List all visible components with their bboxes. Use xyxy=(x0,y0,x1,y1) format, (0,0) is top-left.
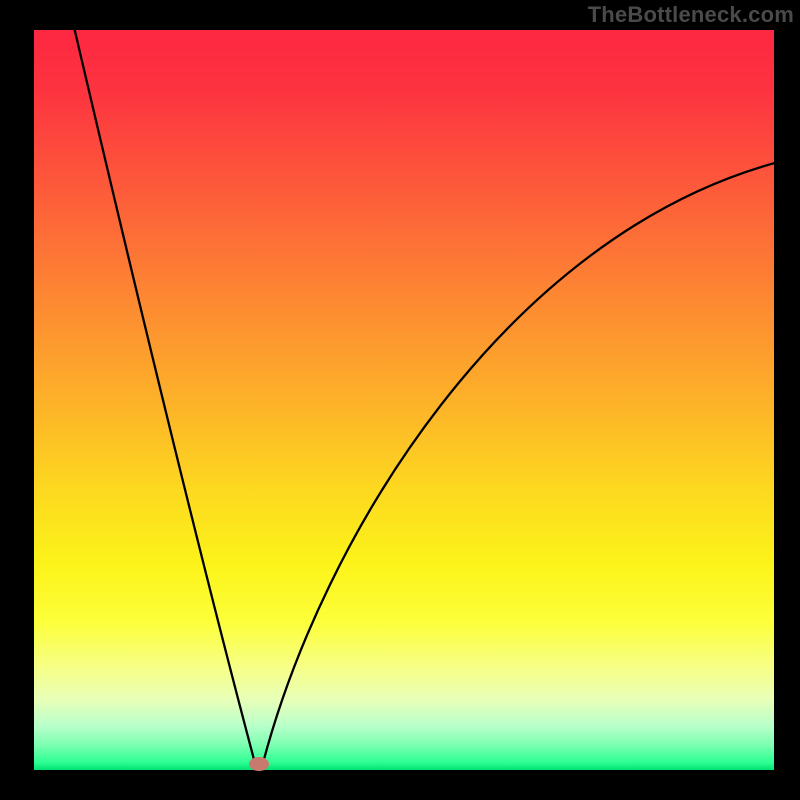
plot-area xyxy=(34,30,774,770)
gradient-background xyxy=(34,30,774,770)
chart-container: TheBottleneck.com xyxy=(0,0,800,800)
watermark-text: TheBottleneck.com xyxy=(588,2,794,28)
optimum-marker xyxy=(249,757,269,771)
